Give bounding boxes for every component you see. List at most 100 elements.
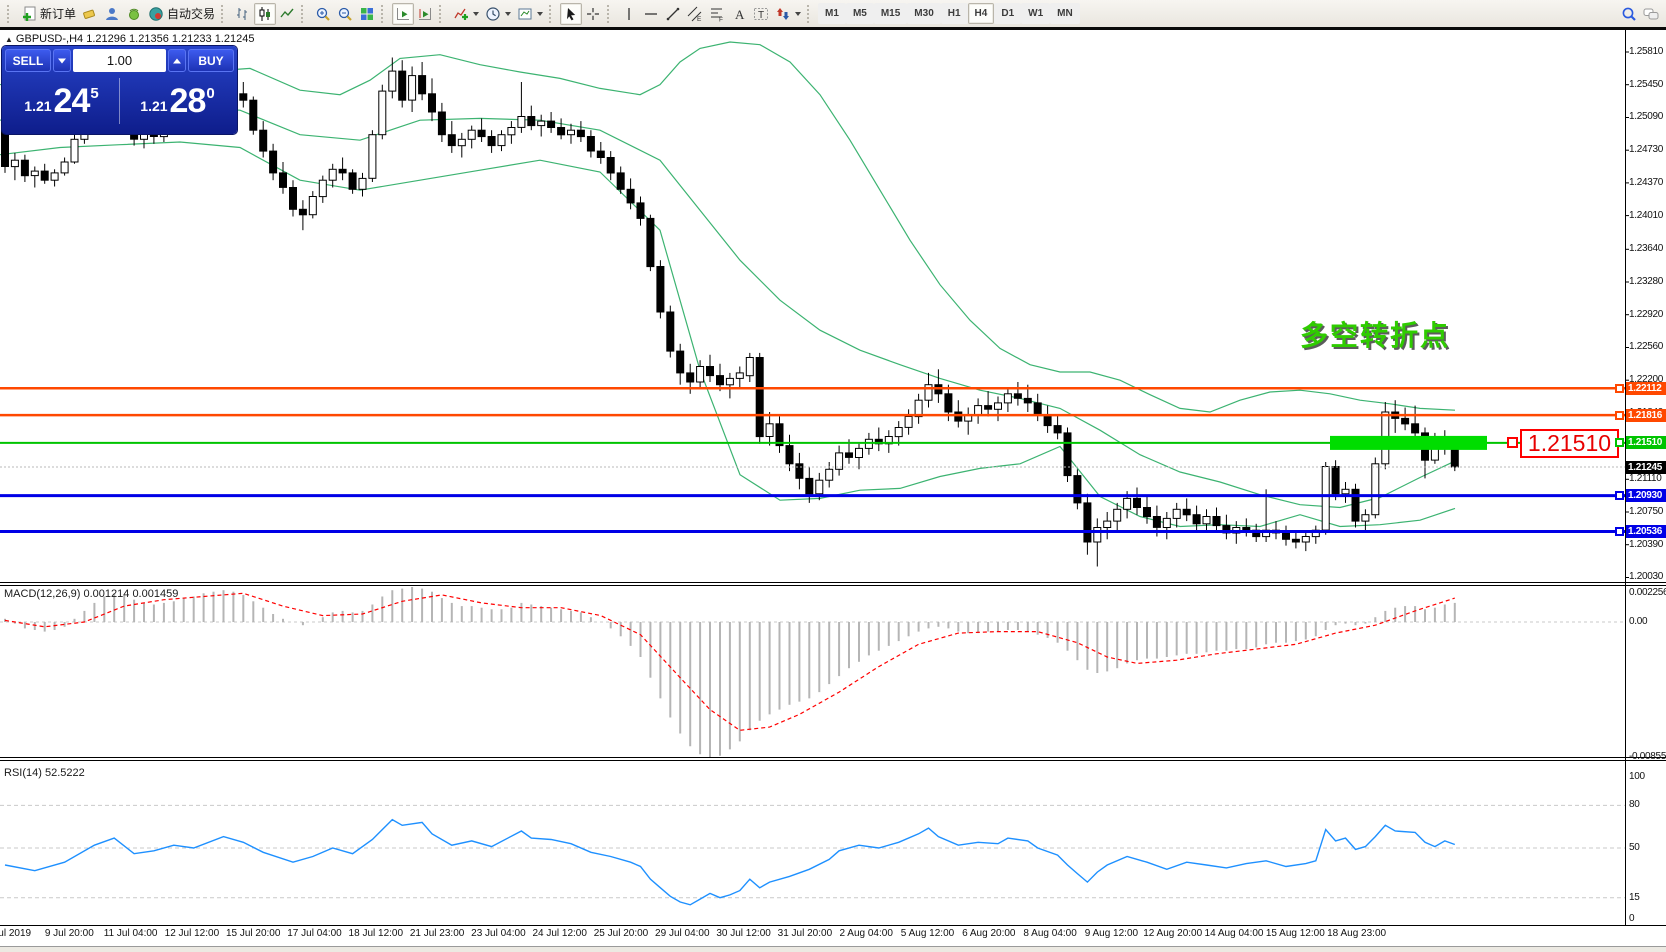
chart-title: ▲ GBPUSD-,H4 1.21296 1.21356 1.21233 1.21… [5, 33, 254, 45]
new-order-icon [23, 6, 36, 21]
buy-price-pip: 0 [206, 84, 215, 102]
ohlc-values: 1.21296 1.21356 1.21233 1.21245 [86, 33, 255, 45]
toolbar-button-chart-bars[interactable] [232, 3, 254, 25]
price-divider [119, 78, 120, 124]
toolbar-button-eraser[interactable] [79, 3, 101, 25]
toolbar-button-signals[interactable] [123, 3, 145, 25]
zoom-out-icon [338, 7, 352, 21]
toolbar-button-periods[interactable] [482, 3, 514, 25]
toolbar-button-zoom-out[interactable] [334, 3, 356, 25]
toolbar-button-trendline[interactable] [662, 3, 684, 25]
level-marker [1615, 438, 1624, 448]
price-tag: 1.20930 [1626, 489, 1666, 503]
chart-annotation-text: 多空转折点 [1300, 320, 1451, 351]
axis-tick-label: 100 [1629, 771, 1645, 782]
volume-increase-button[interactable] [168, 49, 186, 72]
toolbar-button-cursor[interactable] [560, 2, 583, 25]
timeframe-button-D1[interactable]: D1 [994, 3, 1022, 24]
level-marker [1615, 383, 1624, 393]
axis-tick-label: 1.22560 [1629, 341, 1664, 353]
toolbar-button-zoom-in[interactable] [312, 3, 334, 25]
axis-tick-label: 50 [1629, 842, 1640, 853]
toolbar-button-auto-scroll[interactable] [392, 2, 415, 25]
volume-decrease-button[interactable] [53, 49, 71, 72]
time-axis-label: 11 Jul 04:00 [103, 928, 158, 939]
svg-text:F: F [719, 16, 723, 22]
macd-indicator-label: MACD(12,26,9) 0.001214 0.001459 [4, 588, 179, 600]
axis-tick-label: 1.22200 [1629, 374, 1664, 386]
toolbar-button-chat[interactable] [1640, 3, 1662, 25]
time-axis-label: 8 Jul 2019 [0, 928, 32, 939]
sell-price-prefix: 1.21 [24, 98, 52, 114]
axis-tick-label: 1.20750 [1629, 506, 1664, 517]
collapse-icon[interactable]: ▲ [5, 35, 13, 44]
price-tag: 1.21816 [1626, 408, 1666, 422]
crosshair-icon [587, 7, 600, 20]
time-axis-label: 18 Aug 23:00 [1327, 928, 1387, 939]
toolbar-button-text-label[interactable]: T [750, 3, 772, 25]
volume-input[interactable] [73, 49, 166, 72]
chat-icon [1643, 8, 1659, 19]
toolbar-button-equidistant-channel[interactable]: E [684, 3, 706, 25]
axis-tick-label: 0 [1629, 913, 1635, 924]
sell-price[interactable]: 1.21 24 5 [4, 74, 119, 128]
indicators-icon [454, 8, 469, 20]
toolbar-button-vertical-line[interactable] [618, 3, 640, 25]
toolbar-button-templates[interactable] [514, 3, 546, 25]
templates-icon [518, 8, 532, 19]
timeframe-button-H1[interactable]: H1 [940, 3, 968, 24]
toolbar-button-text[interactable]: A [728, 3, 750, 25]
toolbar-button-chart-shift[interactable] [414, 3, 436, 25]
time-axis-label: 9 Jul 20:00 [44, 928, 94, 939]
svg-text:A: A [735, 7, 745, 22]
toolbar-grip [381, 4, 388, 23]
periods-icon [486, 6, 500, 21]
toolbar-button-tile-windows[interactable] [356, 3, 378, 25]
time-axis-label: 17 Jul 04:00 [287, 928, 342, 939]
timeframe-button-M5[interactable]: M5 [845, 3, 874, 24]
callout-anchor-square[interactable] [1507, 437, 1518, 448]
timeframe-button-H4[interactable]: H4 [967, 3, 995, 24]
toolbar-button-crosshair[interactable] [582, 3, 604, 25]
timeframe-button-MN[interactable]: MN [1050, 3, 1080, 24]
toolbar-button-profile[interactable] [101, 3, 123, 25]
toolbar-button-chart-candles[interactable] [254, 2, 277, 25]
buy-button[interactable]: BUY [188, 49, 234, 72]
axis-tick-label: 1.25090 [1629, 111, 1664, 123]
chevron-down-icon [795, 11, 802, 16]
toolbar-button-search[interactable] [1618, 3, 1640, 25]
time-axis-label: 12 Jul 12:00 [164, 928, 220, 939]
status-bar [0, 946, 1666, 952]
zoom-in-icon [316, 7, 330, 21]
macd-signal-line [4, 592, 1455, 731]
rsi-indicator-label: RSI(14) 52.5222 [4, 767, 85, 779]
toolbar-button-indicators[interactable] [450, 3, 482, 25]
price-tag: 1.22112 [1626, 381, 1666, 395]
sell-button[interactable]: SELL [5, 49, 51, 72]
buy-price[interactable]: 1.21 28 0 [120, 74, 235, 128]
time-axis-label: 5 Aug 12:00 [900, 928, 955, 939]
chart-window[interactable]: ▲ GBPUSD-,H4 1.21296 1.21356 1.21233 1.21… [0, 30, 1666, 946]
toolbar-button-autotrading[interactable]: 自动交易 [145, 3, 218, 25]
toolbar-button-horizontal-line[interactable] [640, 3, 662, 25]
chart-bars-icon [237, 7, 248, 20]
timeframe-button-W1[interactable]: W1 [1021, 3, 1051, 24]
timeframe-button-M1[interactable]: M1 [818, 3, 846, 24]
price-callout-box[interactable]: 1.21510 [1520, 429, 1619, 458]
time-axis-label: 2 Aug 04:00 [839, 928, 893, 939]
text-icon: A [735, 7, 745, 22]
chart-plot-area[interactable] [0, 30, 1666, 946]
timeframe-button-M15[interactable]: M15 [873, 3, 908, 24]
time-axis-label: 12 Aug 20:00 [1143, 928, 1203, 939]
equidistant-channel-icon: E [687, 6, 702, 22]
chevron-down-icon [473, 11, 480, 16]
axis-tick-label: 1.23280 [1629, 276, 1664, 287]
toolbar-button-arrows[interactable] [772, 3, 804, 25]
toolbar-button-chart-line[interactable] [276, 3, 298, 25]
timeframe-button-M30[interactable]: M30 [907, 3, 941, 24]
toolbar-button-new-order[interactable]: 新订单 [18, 3, 79, 25]
toolbar-button-fibonacci[interactable]: F [706, 3, 728, 25]
time-axis-label: 25 Jul 20:00 [593, 928, 649, 939]
profile-icon [106, 7, 119, 20]
